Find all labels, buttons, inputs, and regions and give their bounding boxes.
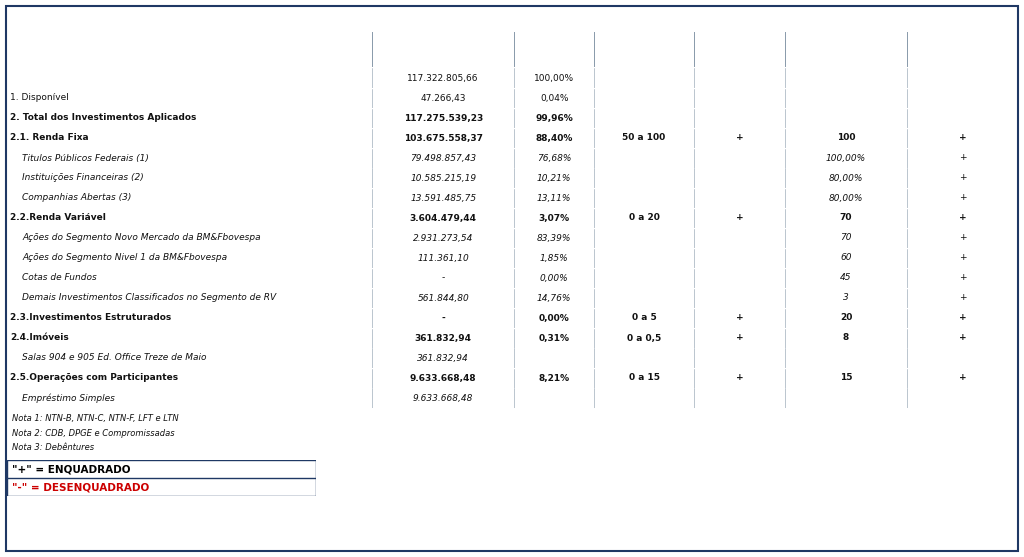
Text: 1. Disponível: 1. Disponível [10,94,69,102]
Text: 0,31%: 0,31% [539,334,569,343]
Text: Salas 904 e 905 Ed. Office Treze de Maio: Salas 904 e 905 Ed. Office Treze de Maio [22,354,207,363]
Text: Empréstimo Simples: Empréstimo Simples [22,393,115,403]
Text: 47.266,43: 47.266,43 [421,94,466,102]
Text: +: + [735,374,743,383]
Text: 561.844,80: 561.844,80 [418,294,469,302]
Text: Enquad. CMN
3.792/09: Enquad. CMN 3.792/09 [927,40,998,58]
Text: 70: 70 [841,233,852,242]
Text: 0 a 5: 0 a 5 [632,314,656,323]
Text: 70: 70 [840,213,852,222]
Text: %: % [550,45,559,53]
Text: +: + [958,154,967,163]
Text: 83,39%: 83,39% [537,233,571,242]
Text: Nota 2: CDB, DPGE e Compromissadas: Nota 2: CDB, DPGE e Compromissadas [11,428,174,437]
Text: Nota 1: NTN-B, NTN-C, NTN-F, LFT e LTN: Nota 1: NTN-B, NTN-C, NTN-F, LFT e LTN [11,414,178,423]
Text: 0 a 0,5: 0 a 0,5 [627,334,662,343]
Text: 361.832,94: 361.832,94 [418,354,469,363]
Text: 99,96%: 99,96% [536,114,573,123]
Text: Total (R$): Total (R$) [417,45,469,53]
Text: 50 a 100: 50 a 100 [623,134,666,143]
Text: 14,76%: 14,76% [537,294,571,302]
Text: 0 a 15: 0 a 15 [629,374,659,383]
Text: +: + [958,374,967,383]
Text: 100,00%: 100,00% [535,74,574,82]
Text: Titulos Públicos Federais (1): Titulos Públicos Federais (1) [22,154,148,163]
Text: 80,00%: 80,00% [828,193,863,203]
Text: Ações do Segmento Novo Mercado da BM&Fbovespa: Ações do Segmento Novo Mercado da BM&Fbo… [22,233,261,242]
Text: 60: 60 [841,253,852,262]
Text: 117.275.539,23: 117.275.539,23 [403,114,483,123]
Text: +: + [958,193,967,203]
Text: 2.2.Renda Variável: 2.2.Renda Variável [10,213,105,222]
Text: 103.675.558,37: 103.675.558,37 [403,134,482,143]
Text: 0,00%: 0,00% [539,314,569,323]
Text: 3: 3 [843,294,849,302]
Text: +: + [735,314,743,323]
Text: +: + [735,134,743,143]
Text: -: - [441,314,445,323]
Text: 117.322.805,66: 117.322.805,66 [408,74,479,82]
Text: +: + [958,134,967,143]
Text: 0 a 20: 0 a 20 [629,213,659,222]
Text: 2.931.273,54: 2.931.273,54 [413,233,473,242]
Text: 0,00%: 0,00% [540,273,568,282]
Text: 3,07%: 3,07% [539,213,569,222]
Text: 8,21%: 8,21% [539,374,569,383]
Text: Enquad. PI: Enquad. PI [711,45,768,53]
Text: 13.591.485,75: 13.591.485,75 [411,193,476,203]
Text: "+" = ENQUADRADO: "+" = ENQUADRADO [12,464,130,474]
Text: 20: 20 [840,314,852,323]
Text: "-" = DESENQUADRADO: "-" = DESENQUADRADO [12,482,150,492]
Text: 80,00%: 80,00% [828,173,863,183]
Text: 3.604.479,44: 3.604.479,44 [410,213,477,222]
Text: +: + [958,253,967,262]
Text: 0,04%: 0,04% [540,94,568,102]
Text: 79.498.857,43: 79.498.857,43 [411,154,476,163]
Text: Limites PI (%): Limites PI (%) [607,45,681,53]
Text: 9.633.668,48: 9.633.668,48 [410,374,476,383]
Text: Nota 3: Debêntures: Nota 3: Debêntures [11,442,93,452]
Text: Cotas de Fundos: Cotas de Fundos [22,273,96,282]
Text: 111.361,10: 111.361,10 [418,253,469,262]
Text: Demais Investimentos Classificados no Segmento de RV: Demais Investimentos Classificados no Se… [22,294,276,302]
Text: 2.3.Investimentos Estruturados: 2.3.Investimentos Estruturados [10,314,171,323]
Text: +: + [958,233,967,242]
Text: Instituições Financeiras (2): Instituições Financeiras (2) [22,173,143,183]
Text: 100,00%: 100,00% [826,154,866,163]
Text: 2.5.Operações com Participantes: 2.5.Operações com Participantes [10,374,178,383]
Text: 361.832,94: 361.832,94 [415,334,472,343]
Text: +: + [958,314,967,323]
Text: +: + [958,334,967,343]
Text: 2. Total dos Investimentos Aplicados: 2. Total dos Investimentos Aplicados [10,114,197,123]
Text: 10.585.215,19: 10.585.215,19 [411,173,476,183]
Text: 13,11%: 13,11% [537,193,571,203]
Text: 9.633.668,48: 9.633.668,48 [413,393,473,403]
Text: Ações do Segmento Nivel 1 da BM&Fbovespa: Ações do Segmento Nivel 1 da BM&Fbovespa [22,253,227,262]
Text: 8: 8 [843,334,849,343]
Text: 76,68%: 76,68% [537,154,571,163]
Text: +: + [958,273,967,282]
Text: 10,21%: 10,21% [537,173,571,183]
Text: 2.4.Imóveis: 2.4.Imóveis [10,334,69,343]
Text: Recursos Garantidores do PCV (1+2): Recursos Garantidores do PCV (1+2) [91,45,288,53]
Text: +: + [958,173,967,183]
Text: +: + [958,294,967,302]
Text: Tabela 1: Limites de Alocação por Segmento da Politica de Investimentos x Resolu: Tabela 1: Limites de Alocação por Segmen… [179,13,845,23]
Text: Companhias Abertas (3): Companhias Abertas (3) [22,193,131,203]
Text: 100: 100 [837,134,855,143]
Text: Limites CMN
3.792/09 (%): Limites CMN 3.792/09 (%) [812,40,881,58]
Text: 2.1. Renda Fixa: 2.1. Renda Fixa [10,134,89,143]
Text: +: + [735,334,743,343]
Text: 15: 15 [840,374,852,383]
Text: -: - [441,273,444,282]
Text: 45: 45 [841,273,852,282]
Text: 1,85%: 1,85% [540,253,568,262]
Text: +: + [958,213,967,222]
Text: +: + [735,213,743,222]
Text: 88,40%: 88,40% [536,134,572,143]
